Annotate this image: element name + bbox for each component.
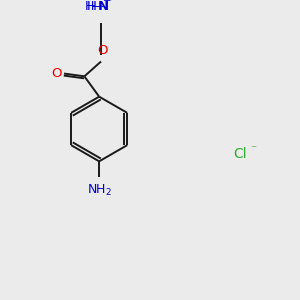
Text: H: H [87, 0, 97, 13]
Text: —: — [92, 0, 103, 13]
Text: N: N [97, 0, 108, 13]
Text: –: – [97, 1, 102, 11]
Text: Cl: Cl [233, 147, 247, 161]
Text: ⁻: ⁻ [250, 143, 256, 156]
Text: H: H [85, 0, 94, 13]
Text: O: O [98, 44, 108, 57]
Text: NH$_2$: NH$_2$ [87, 183, 112, 198]
Text: O: O [51, 67, 61, 80]
Text: +: + [103, 0, 112, 7]
